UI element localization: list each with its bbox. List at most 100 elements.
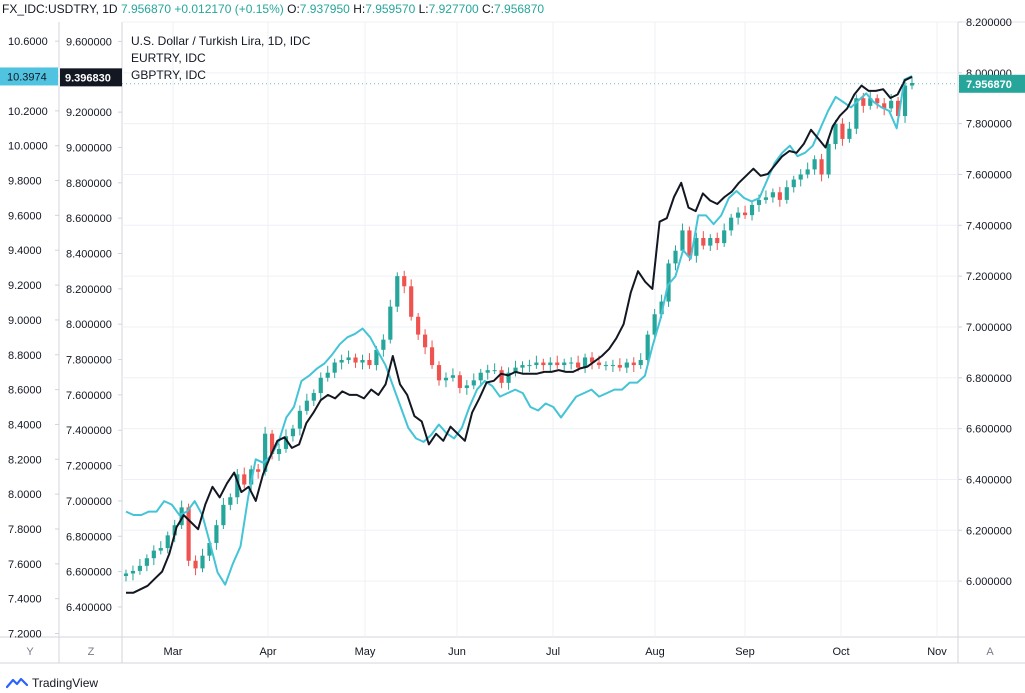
usdtry-candle: [165, 531, 170, 554]
candle-body: [624, 362, 629, 368]
usdtry-candle: [416, 312, 421, 340]
brand-name: TradingView: [32, 675, 99, 690]
usdtry-candle: [242, 467, 247, 489]
candle-body: [826, 143, 831, 175]
candle-body: [492, 370, 497, 372]
gbptry-tick-label: 9.4000: [8, 245, 42, 257]
candle-body: [325, 372, 330, 378]
high-value: 7.959570: [365, 2, 416, 16]
mid-scale-corner-label[interactable]: Z: [88, 646, 95, 658]
usdtry-candle: [513, 360, 518, 377]
candle-body: [610, 365, 615, 367]
eurtry-tick-label: 8.200000: [66, 284, 112, 296]
tradingview-logo-icon: [6, 677, 28, 688]
gbptry-tick-label: 7.8000: [8, 524, 42, 536]
usdtry-candle: [742, 205, 748, 219]
high-label: H:: [353, 2, 366, 16]
gbptry-tick-label: 9.0000: [8, 315, 42, 327]
candle-body: [276, 448, 282, 455]
usdtry-candle: [777, 186, 782, 207]
legend-gbptry[interactable]: GBPTRY, IDC: [131, 68, 206, 82]
symbol-name[interactable]: FX_IDC:USDTRY, 1D: [2, 2, 118, 16]
candle-body: [889, 100, 894, 109]
usdtry-candle: [784, 180, 789, 204]
time-axis[interactable]: Mar Apr May Jun Jul Aug Sep Oct Nov: [164, 646, 948, 658]
eurtry-tick-label: 6.600000: [66, 567, 112, 579]
candle-body: [367, 359, 372, 366]
usdtry-candle: [304, 393, 309, 415]
month-label-nov: Nov: [927, 646, 947, 658]
left-scale-corner-label[interactable]: Y: [26, 646, 34, 658]
usdtry-candle: [200, 548, 205, 573]
candle-body: [158, 548, 163, 551]
usdtry-candle: [541, 358, 546, 371]
eurtry-tick-label: 8.000000: [66, 319, 112, 331]
eurtry-price-tag: [60, 68, 122, 87]
usdtry-candle: [555, 355, 560, 369]
usdtry-candle: [311, 389, 316, 406]
usdtry-candle: [353, 353, 358, 368]
candle-body: [847, 128, 852, 139]
open-label: O:: [287, 2, 300, 16]
month-label-oct: Oct: [832, 646, 849, 658]
usdtry-candle: [875, 94, 880, 109]
right-scale-corner-label[interactable]: A: [986, 646, 994, 658]
usdtry-candle: [506, 367, 511, 390]
price-change: +0.012170 (+0.15%): [174, 2, 284, 16]
usdtry-tick-label: 6.000000: [966, 576, 1012, 588]
usdtry-tick-label: 6.400000: [966, 474, 1012, 486]
month-label-may: May: [355, 646, 376, 658]
footer: TradingView: [0, 672, 1025, 693]
gbptry-tick-label: 8.0000: [8, 489, 42, 501]
month-label-aug: Aug: [645, 646, 665, 658]
candle-body: [645, 334, 650, 360]
usdtry-tick-label: 7.600000: [966, 169, 1012, 181]
close-label: C:: [482, 2, 495, 16]
eurtry-tick-label: 7.800000: [66, 355, 112, 367]
candle-body: [457, 375, 462, 388]
usdtry-candle: [485, 364, 490, 380]
candle-body: [527, 365, 532, 367]
gbptry-tick-label: 8.8000: [8, 350, 42, 362]
usdtry-candle: [256, 463, 261, 479]
eurtry-tick-label: 6.400000: [66, 602, 112, 614]
candle-body: [631, 362, 636, 366]
usdtry-price-scale[interactable]: 8.2000008.0000007.8000007.6000007.400000…: [958, 17, 1012, 658]
candle-body: [854, 98, 859, 129]
usdtry-candle: [548, 357, 553, 372]
candle-body: [297, 410, 302, 429]
candle-body: [596, 362, 602, 366]
usdtry-candle: [144, 554, 149, 572]
gbptry-tick-label: 7.4000: [8, 594, 42, 606]
legend-main-series[interactable]: U.S. Dollar / Turkish Lira, 1D, IDC: [131, 34, 311, 48]
series-legend: U.S. Dollar / Turkish Lira, 1D, IDC EURT…: [131, 33, 310, 84]
candle-body: [617, 365, 622, 368]
usdtry-candle: [450, 368, 456, 382]
candle-body: [882, 103, 887, 109]
month-label-mar: Mar: [164, 646, 183, 658]
usdtry-candle: [388, 299, 393, 344]
candle-body: [784, 187, 789, 200]
month-label-sep: Sep: [735, 646, 755, 658]
tradingview-brand[interactable]: TradingView: [6, 676, 98, 690]
legend-eurtry[interactable]: EURTRY, IDC: [131, 51, 206, 65]
candle-body: [450, 375, 456, 378]
gbptry-line: [125, 75, 913, 586]
candle-body: [729, 217, 734, 231]
usdtry-candle: [235, 469, 240, 505]
candle-body: [736, 212, 741, 218]
eurtry-tick-label: 8.600000: [66, 213, 112, 225]
gbptry-price-scale[interactable]: 10.600010.400010.200010.00009.80009.6000…: [8, 36, 59, 658]
usdtry-candle: [722, 223, 727, 247]
candle-body: [388, 306, 393, 340]
usdtry-candle: [805, 162, 810, 179]
candle-body: [381, 339, 386, 350]
gbptry-tick-label: 10.6000: [8, 36, 48, 48]
usdtry-candle: [332, 358, 337, 379]
usdtry-candle: [763, 190, 769, 204]
eurtry-price-scale[interactable]: 9.6000009.4000009.2000009.0000008.800000…: [66, 36, 122, 658]
candle-body: [520, 365, 525, 368]
usdtry-candle: [749, 201, 755, 221]
month-label-jun: Jun: [448, 646, 466, 658]
